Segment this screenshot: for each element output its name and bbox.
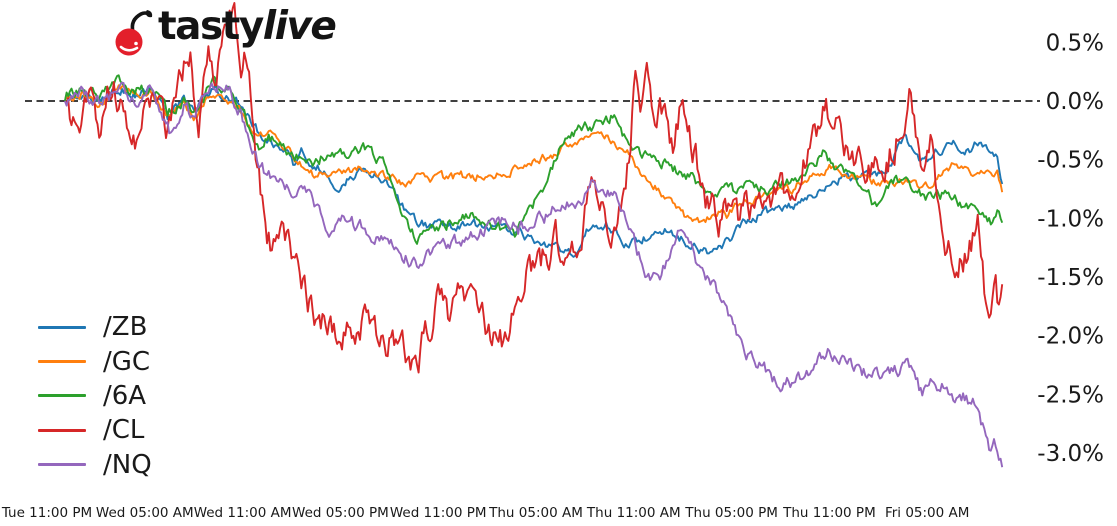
legend-swatch — [38, 463, 86, 467]
series-line-zb — [64, 85, 1004, 258]
y-tick-label: -1.0% — [1037, 206, 1104, 232]
brand-text-live: live — [262, 4, 337, 49]
chart-legend: /ZB/GC/6A/CL/NQ — [38, 310, 152, 482]
brand-text-tasty: tasty — [158, 4, 264, 49]
legend-label: /CL — [103, 415, 145, 446]
y-tick-label: 0.5% — [1046, 30, 1104, 56]
legend-item-cl: /CL — [38, 413, 152, 447]
legend-swatch — [38, 325, 86, 329]
y-tick-label: -2.5% — [1037, 382, 1104, 408]
x-tick-label: Thu 05:00 PM — [684, 505, 778, 521]
legend-swatch — [38, 360, 86, 364]
y-tick-label: -1.5% — [1037, 265, 1104, 291]
brand-wordmark: tastylive — [158, 4, 337, 50]
legend-item-nq: /NQ — [38, 448, 152, 482]
brand-logo: tastylive — [112, 4, 337, 58]
legend-label: /NQ — [103, 449, 152, 480]
legend-item-zb: /ZB — [38, 310, 152, 344]
x-tick-label: Thu 05:00 AM — [488, 505, 583, 521]
x-tick-label: Wed 05:00 AM — [96, 505, 194, 521]
legend-label: /6A — [103, 380, 147, 411]
y-tick-label: -0.5% — [1037, 148, 1104, 174]
y-tick-label: 0.0% — [1046, 89, 1104, 115]
x-tick-label: Fri 05:00 AM — [885, 505, 969, 521]
x-tick-label: Wed 11:00 AM — [194, 505, 292, 521]
legend-swatch — [38, 394, 86, 398]
legend-item-6a: /6A — [38, 379, 152, 413]
series-line-cl — [64, 2, 1004, 374]
series-line-gc — [64, 84, 1004, 224]
x-tick-label: Tue 11:00 PM — [1, 505, 92, 521]
x-tick-label: Wed 05:00 PM — [292, 505, 389, 521]
legend-item-gc: /GC — [38, 344, 152, 378]
x-tick-label: Thu 11:00 PM — [782, 505, 876, 521]
cherry-icon — [115, 10, 153, 56]
series-line-nq — [64, 81, 1004, 468]
legend-swatch — [38, 428, 86, 432]
x-tick-label: Wed 11:00 PM — [390, 505, 487, 521]
y-tick-label: -2.0% — [1037, 324, 1104, 350]
legend-label: /GC — [103, 346, 151, 377]
legend-label: /ZB — [103, 312, 148, 343]
series-line-6a — [63, 74, 1004, 245]
y-tick-label: -3.0% — [1037, 441, 1104, 467]
x-tick-label: Thu 11:00 AM — [586, 505, 681, 521]
